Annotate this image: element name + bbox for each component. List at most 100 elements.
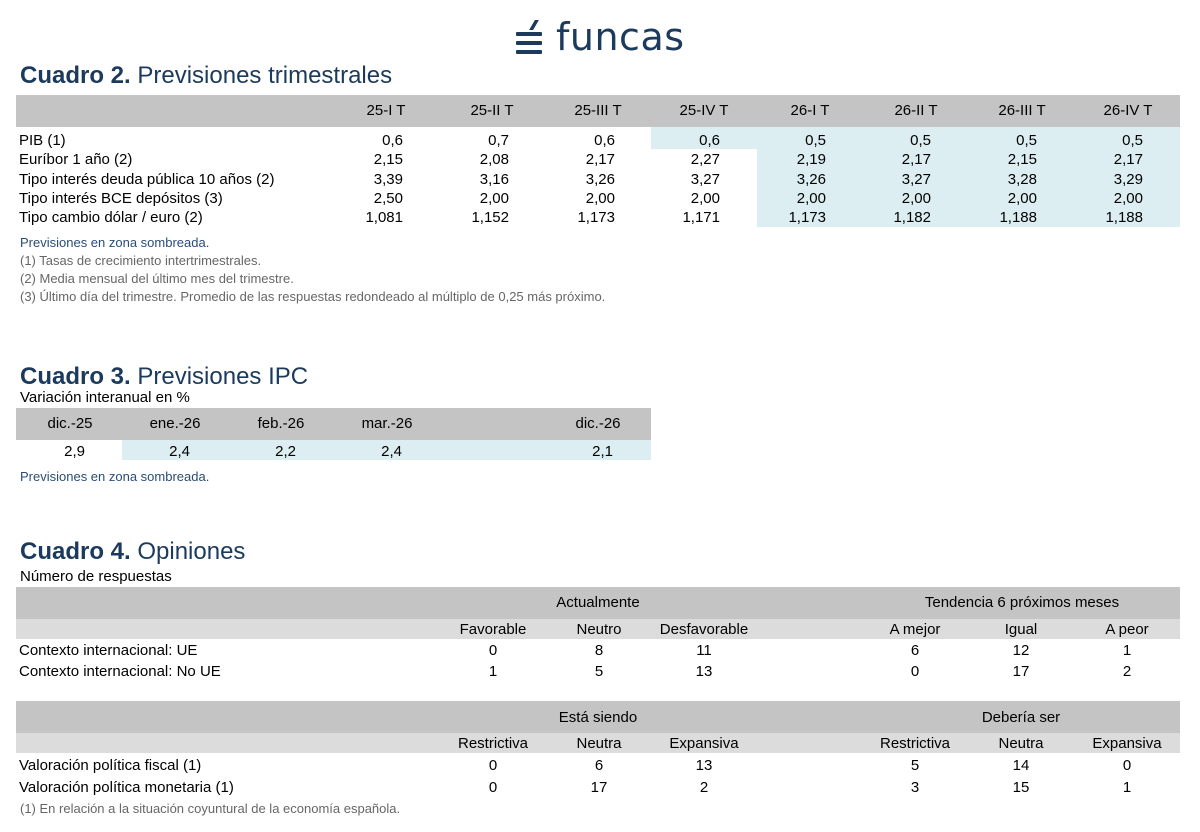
cuadro4-block2-cell: 0 <box>1122 757 1132 774</box>
cuadro2-cell: 2,17 <box>901 151 931 168</box>
cuadro4-block2-group-right: Debería ser <box>981 709 1061 726</box>
cuadro4-footnote: (1) En relación a la situación coyuntura… <box>20 801 401 816</box>
cuadro4-block1-cell: 5 <box>594 663 604 680</box>
cuadro3-cell: 2,9 <box>64 443 85 460</box>
cuadro3-header-band <box>16 408 651 440</box>
cuadro4-title: Cuadro 4. Opiniones <box>20 540 245 564</box>
cuadro4-block1-cell: 13 <box>695 663 713 680</box>
cuadro2-cell: 2,00 <box>690 190 720 207</box>
cuadro2-cell: 2,15 <box>373 151 403 168</box>
cuadro4-block2-group-left: Está siendo <box>558 709 638 726</box>
cuadro2-note-shaded: Previsiones en zona sombreada. <box>20 235 210 250</box>
cuadro3-subtitle: Variación interanual en % <box>20 389 190 406</box>
cuadro2-cell: 1,171 <box>682 209 720 226</box>
cuadro2-cell: 3,26 <box>585 171 615 188</box>
cuadro2-cell: 3,28 <box>1007 171 1037 188</box>
cuadro4-block1-cell: 8 <box>594 642 604 659</box>
cuadro2-col-header: 25-III T <box>574 102 622 119</box>
cuadro3-col-header: dic.-25 <box>47 415 93 432</box>
cuadro3-cell: 2,1 <box>592 443 613 460</box>
cuadro4-block2-col-header: Neutra <box>576 735 622 752</box>
cuadro3-cell: 2,4 <box>381 443 402 460</box>
cuadro2-cell: 1,173 <box>788 209 826 226</box>
cuadro2-cell: 0,5 <box>910 132 931 149</box>
cuadro2-cell: 2,00 <box>479 190 509 207</box>
cuadro2-row-label: Euríbor 1 año (2) <box>19 151 133 168</box>
cuadro4-block2-cell: 6 <box>594 757 604 774</box>
cuadro2-header-band <box>16 95 1180 127</box>
cuadro3-col-header: dic.-26 <box>575 415 621 432</box>
cuadro4-block2-col-header: Restrictiva <box>457 735 528 752</box>
cuadro3-title-text: Previsiones IPC <box>130 363 309 390</box>
cuadro4-block1-cell: 0 <box>910 663 920 680</box>
cuadro2-cell: 0,5 <box>1016 132 1037 149</box>
cuadro4-block1-cell: 1 <box>1122 642 1132 659</box>
cuadro4-block1-cell: 11 <box>696 642 712 659</box>
cuadro4-block1-col-header: Favorable <box>459 621 527 638</box>
cuadro4-block2-cell: 17 <box>590 779 608 796</box>
cuadro2-cell: 0,5 <box>805 132 826 149</box>
cuadro2-cell: 0,5 <box>1122 132 1143 149</box>
cuadro4-block2-row-label: Valoración política fiscal (1) <box>19 757 202 774</box>
cuadro2-row-label: PIB (1) <box>19 132 66 149</box>
cuadro4-block1-col-header: A peor <box>1105 621 1149 638</box>
cuadro2-cell: 2,00 <box>901 190 931 207</box>
cuadro2-cell: 2,00 <box>796 190 826 207</box>
cuadro4-block1-row-label: Contexto internacional: No UE <box>19 663 221 680</box>
cuadro4-block1-col-header: A mejor <box>889 621 941 638</box>
cuadro3-cell: 2,4 <box>169 443 190 460</box>
funcas-logo: funcas <box>514 16 685 58</box>
cuadro4-block2-cell: 0 <box>488 779 498 796</box>
cuadro2-cell: 1,182 <box>893 209 931 226</box>
cuadro2-shade-pib <box>651 127 757 149</box>
cuadro2-cell: 2,17 <box>1113 151 1143 168</box>
cuadro2-cell: 3,26 <box>796 171 826 188</box>
cuadro4-title-text: Opiniones <box>130 538 246 565</box>
cuadro2-row-label: Tipo cambio dólar / euro (2) <box>19 209 203 226</box>
cuadro2-title-number: Cuadro 2. <box>20 62 131 89</box>
cuadro2-cell: 0,6 <box>382 132 403 149</box>
cuadro2-cell: 3,27 <box>901 171 931 188</box>
cuadro4-block1-group-right: Tendencia 6 próximos meses <box>924 594 1120 611</box>
cuadro2-col-header: 25-IV T <box>679 102 729 119</box>
cuadro4-block1-cell: 12 <box>1012 642 1030 659</box>
cuadro4-block2-cell: 1 <box>1122 779 1132 796</box>
cuadro2-col-header: 26-III T <box>998 102 1046 119</box>
cuadro2-col-header: 26-IV T <box>1103 102 1153 119</box>
cuadro2-cell: 2,00 <box>585 190 615 207</box>
cuadro4-block2-cell: 3 <box>910 779 920 796</box>
cuadro4-block2-cell: 2 <box>699 779 709 796</box>
cuadro2-cell: 2,08 <box>479 151 509 168</box>
cuadro4-block2-subheader-band <box>16 733 1180 753</box>
cuadro2-cell: 2,00 <box>1113 190 1143 207</box>
cuadro2-cell: 1,188 <box>1105 209 1143 226</box>
cuadro4-block2-col-header: Expansiva <box>669 735 739 752</box>
cuadro2-row-label: Tipo interés BCE depósitos (3) <box>19 190 223 207</box>
cuadro3-col-header: ene.-26 <box>149 415 201 432</box>
cuadro4-block1-col-header: Igual <box>1004 621 1038 638</box>
cuadro4-block1-row-label: Contexto internacional: UE <box>19 642 198 659</box>
cuadro2-shade-forecast <box>757 127 1180 227</box>
cuadro2-cell: 2,19 <box>796 151 826 168</box>
cuadro2-cell: 2,15 <box>1007 151 1037 168</box>
cuadro4-block2-col-header: Expansiva <box>1092 735 1162 752</box>
cuadro4-block1-cell: 2 <box>1122 663 1132 680</box>
cuadro2-cell: 0,7 <box>488 132 509 149</box>
cuadro2-col-header: 25-I T <box>366 102 406 119</box>
cuadro2-cell: 1,081 <box>365 209 403 226</box>
cuadro2-cell: 0,6 <box>594 132 615 149</box>
cuadro3-cell: 2,2 <box>275 443 296 460</box>
cuadro4-subtitle: Número de respuestas <box>20 568 172 585</box>
cuadro3-shade-forecast <box>122 440 651 460</box>
cuadro4-block1-cell: 0 <box>488 642 498 659</box>
cuadro4-block2-col-header: Neutra <box>998 735 1044 752</box>
cuadro2-cell: 2,27 <box>690 151 720 168</box>
cuadro4-block2-cell: 0 <box>488 757 498 774</box>
cuadro2-footnote: (2) Media mensual del último mes del tri… <box>20 271 294 286</box>
cuadro4-block1-cell: 6 <box>910 642 920 659</box>
cuadro2-cell: 3,29 <box>1113 171 1143 188</box>
cuadro3-col-header: mar.-26 <box>361 415 413 432</box>
cuadro4-block1-col-header: Neutro <box>576 621 622 638</box>
cuadro2-cell: 0,6 <box>699 132 720 149</box>
cuadro4-block2-col-header: Restrictiva <box>879 735 950 752</box>
